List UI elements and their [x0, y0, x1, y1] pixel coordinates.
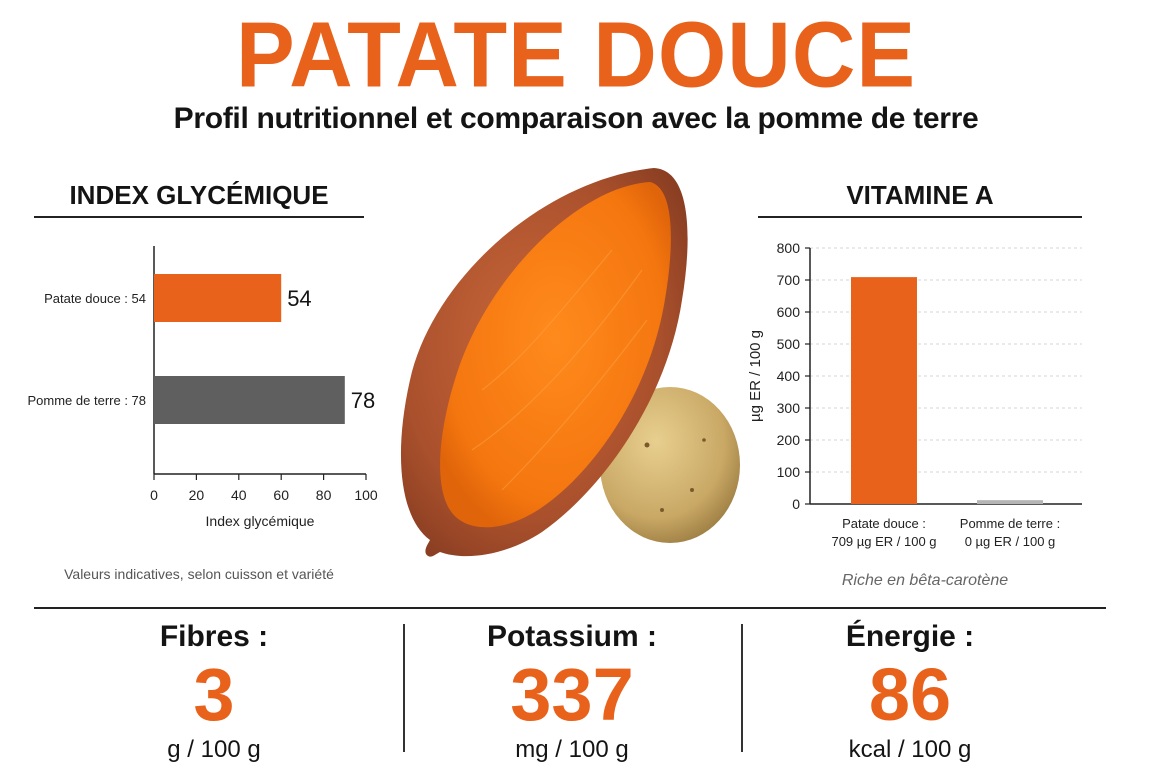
vitamin-note: Riche en bêta-carotène	[841, 572, 1009, 589]
bar	[977, 500, 1043, 504]
x-tick-label: 60	[273, 487, 289, 503]
x-tick-label: 40	[231, 487, 247, 503]
stat-label: Fibres :	[159, 620, 269, 653]
y-tick-label: 600	[777, 304, 801, 320]
stat-unit: mg / 100 g	[515, 736, 629, 763]
category-label: 0 µg ER / 100 g	[965, 534, 1056, 549]
sweet-potato-flesh	[440, 182, 671, 528]
y-tick-label: 400	[777, 368, 801, 384]
x-tick-label: 100	[354, 487, 378, 503]
stat-unit: g / 100 g	[167, 736, 261, 763]
stat-unit: kcal / 100 g	[848, 736, 972, 763]
bar	[154, 274, 282, 322]
y-axis-label: µg ER / 100 g	[747, 330, 764, 422]
y-tick-label: 100	[777, 464, 801, 480]
stat-label: Énergie :	[845, 620, 975, 653]
glycemic-note: Valeurs indicatives, selon cuisson et va…	[64, 566, 334, 582]
x-tick-label: 80	[316, 487, 332, 503]
glycemic-title-rule	[34, 216, 364, 218]
stat-fibres: Fibres : 3 g / 100 g	[114, 620, 314, 764]
vitamin-a-bar-chart: 0 100 200 300 400 500 600 700 800 Patate douce : 7…	[747, 240, 1082, 549]
category-label: Patate douce :	[842, 516, 926, 531]
category-label: Pomme de terre :	[960, 516, 1060, 531]
page-subtitle: Profil nutritionnel et comparaison avec …	[173, 102, 979, 135]
y-tick-label: 800	[777, 240, 801, 256]
stats-divider	[34, 607, 1106, 609]
category-label: 709 µg ER / 100 g	[831, 534, 936, 549]
stat-energie: Énergie : 86 kcal / 100 g	[800, 620, 1020, 764]
bar	[851, 277, 917, 504]
stat-label: Potassium :	[486, 620, 658, 653]
y-tick-label: 0	[792, 496, 800, 512]
stat-value: 3	[193, 653, 235, 736]
stat-value: 86	[868, 653, 952, 736]
stats-separator-1	[403, 624, 405, 752]
vitamin-section-title: VITAMINE A	[846, 180, 994, 210]
glycemic-section-title: INDEX GLYCÉMIQUE	[69, 180, 329, 210]
y-tick-label: 300	[777, 400, 801, 416]
page-title: PATATE DOUCE	[235, 2, 917, 107]
glycemic-bar-chart: 0 20 40 60 80 100 Patate douce : 54 54 Pomme de …	[28, 246, 378, 529]
y-tick-label: 700	[777, 272, 801, 288]
x-tick-label: 0	[150, 487, 158, 503]
stat-value: 337	[510, 653, 634, 736]
stats-separator-2	[741, 624, 743, 752]
vitamin-title-rule	[758, 216, 1082, 218]
sweet-potato-photo	[400, 168, 740, 557]
category-label: Pomme de terre : 78	[28, 393, 147, 408]
category-label: Patate douce : 54	[44, 291, 146, 306]
data-label: 78	[351, 388, 375, 413]
data-label: 54	[287, 286, 311, 311]
x-tick-label: 20	[189, 487, 205, 503]
bar	[154, 376, 345, 424]
y-tick-label: 200	[777, 432, 801, 448]
stat-potassium: Potassium : 337 mg / 100 g	[452, 620, 692, 764]
x-axis-label: Index glycémique	[206, 513, 315, 529]
y-tick-label: 500	[777, 336, 801, 352]
